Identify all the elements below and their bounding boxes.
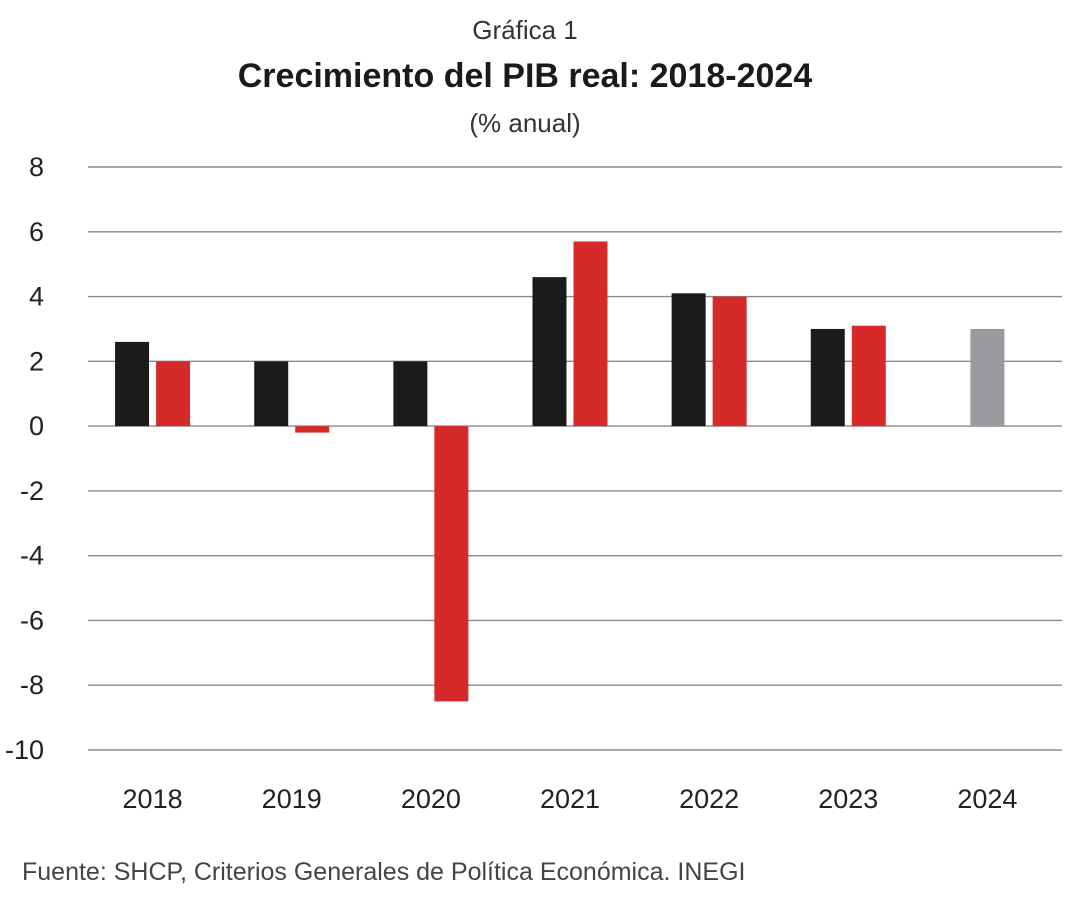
bar-series2-2019 [295,426,330,433]
bar-series2-2023 [851,325,886,427]
y-tick-label: 2 [29,346,44,376]
y-tick-label: 8 [29,152,44,182]
x-axis: 2018 2019 2020 2021 2022 2023 2024 [123,784,1018,814]
y-tick-label: -10 [5,735,44,765]
bar-series2-2021 [573,241,608,427]
bars [115,241,1005,702]
y-tick-label: -8 [20,670,44,700]
x-tick-label: 2022 [679,784,739,814]
bar-series2-2018 [156,361,191,427]
x-tick-label: 2023 [818,784,878,814]
y-tick-label: -2 [20,476,44,506]
x-tick-label: 2020 [401,784,461,814]
x-tick-label: 2019 [262,784,322,814]
chart-source: Fuente: SHCP, Criterios Generales de Pol… [22,858,745,886]
bar-series1-2021 [532,277,567,427]
bar-series1-2022 [671,293,706,427]
bar-series2-2020 [434,426,469,702]
bar-series1-2019 [254,361,289,427]
x-tick-label: 2018 [123,784,183,814]
bar-series2-2022 [712,296,747,427]
y-axis: 8 6 4 2 0 -2 -4 -6 -8 -10 [5,152,44,765]
y-tick-label: 0 [29,411,44,441]
x-tick-label: 2021 [540,784,600,814]
y-tick-label: 4 [29,282,44,312]
chart-kicker: Gráfica 1 [472,15,578,45]
x-tick-label: 2024 [957,784,1017,814]
chart-title: Crecimiento del PIB real: 2018-2024 [238,57,813,95]
bar-series1-2024 [970,328,1005,427]
y-tick-label: -4 [20,541,44,571]
bar-series1-2023 [810,328,845,427]
chart-subtitle: (% anual) [469,108,580,138]
y-tick-label: -6 [20,605,44,635]
y-tick-label: 6 [29,217,44,247]
bar-series1-2018 [115,341,150,427]
bar-series1-2020 [393,361,428,427]
